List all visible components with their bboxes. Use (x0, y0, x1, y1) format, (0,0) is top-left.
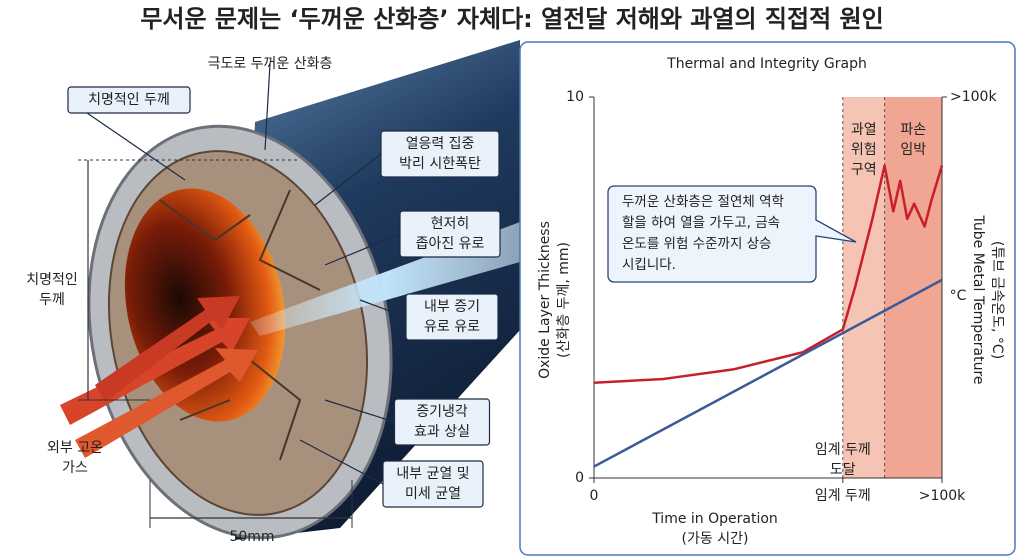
illustration-label: 박리 시한폭탄 (399, 156, 481, 172)
y-tick-label: 0 (575, 470, 584, 486)
y2-axis-label: Tube Metal Temperature (970, 214, 986, 384)
label-box (67, 86, 191, 114)
callout-text: 시킵니다. (622, 257, 676, 273)
hot-gas-arrow (75, 348, 258, 458)
pointer-line (264, 63, 271, 151)
label-box (405, 293, 499, 341)
pipe-illustration (60, 40, 520, 540)
y-axis-label: Oxide Layer Thickness (537, 221, 553, 379)
callout-text: 할을 하여 열을 가두고, 금속 (622, 215, 780, 231)
label-box (393, 398, 491, 446)
x-tick-label: 0 (590, 488, 599, 504)
illustration-label: 현저히 (431, 216, 470, 232)
illustration-label: 효과 상실 (414, 424, 470, 440)
threshold-note: 도달 (830, 462, 856, 478)
y-axis-label: (산화층 두께, mm) (556, 242, 572, 358)
zone-label: 위험 (851, 142, 877, 158)
y2-unit: °C (950, 288, 967, 304)
x-tick-label: 임계 두께 (815, 488, 871, 504)
pointer-line (314, 153, 382, 206)
callout-box (607, 185, 857, 283)
y2-axis-label: (튜브 금속온도, °C) (989, 241, 1005, 359)
callout-text: 온도를 위험 수준까지 상승 (622, 236, 772, 252)
illustration-label: 내부 증기 (424, 299, 480, 315)
illustration-label: 증기냉각 (416, 404, 468, 420)
illustration-label: 두께 (39, 292, 65, 308)
threshold-note: 임계 두께 (815, 442, 871, 458)
illustration-label: 미세 균열 (405, 486, 461, 502)
illustration-label: 유로 유로 (424, 319, 480, 335)
illustration-label: 내부 균열 및 (396, 466, 469, 482)
illustration-label: 열응력 집중 (406, 136, 475, 152)
illustration-label: 치명적인 (26, 272, 78, 288)
series-line (593, 164, 944, 384)
label-box (399, 210, 501, 258)
zone-label: 구역 (851, 162, 877, 178)
zone-label: 파손 (900, 122, 926, 138)
x-axis-label: (가동 시간) (682, 531, 749, 547)
illustration-label: 치명적인 두께 (88, 92, 170, 108)
illustration-label: 가스 (62, 460, 88, 476)
zone-label: 임박 (900, 142, 926, 158)
pointer-line (324, 399, 395, 423)
hot-gas-arrow (95, 296, 240, 402)
y2-tick-label: >100k (950, 89, 997, 105)
label-box (382, 460, 484, 508)
pointer-line (324, 233, 401, 266)
label-box (380, 130, 500, 178)
x-axis-label: Time in Operation (651, 511, 778, 527)
illustration-label: 좁아진 유로 (416, 236, 485, 252)
x-tick-label: >100k (919, 488, 966, 504)
zone-label: 과열 (851, 122, 877, 138)
illustration-label: 50mm (229, 529, 274, 545)
zone (842, 97, 885, 478)
cracks (159, 189, 321, 461)
pointer-line (359, 299, 407, 318)
illustration-label: 극도로 두꺼운 산화층 (208, 56, 333, 72)
series-line (593, 278, 943, 468)
callout-text: 두꺼운 산화층은 절연체 역학 (622, 194, 784, 210)
illustration-label: 외부 고온 (47, 440, 103, 456)
zone (884, 97, 942, 478)
graph-title: Thermal and Integrity Graph (666, 56, 867, 72)
page-title: 무서운 문제는 ‘두꺼운 산화층’ 자체다: 열전달 저해와 과열의 직접적 원… (140, 5, 883, 33)
pointer-line (299, 439, 384, 485)
y-tick-label: 10 (566, 89, 584, 105)
